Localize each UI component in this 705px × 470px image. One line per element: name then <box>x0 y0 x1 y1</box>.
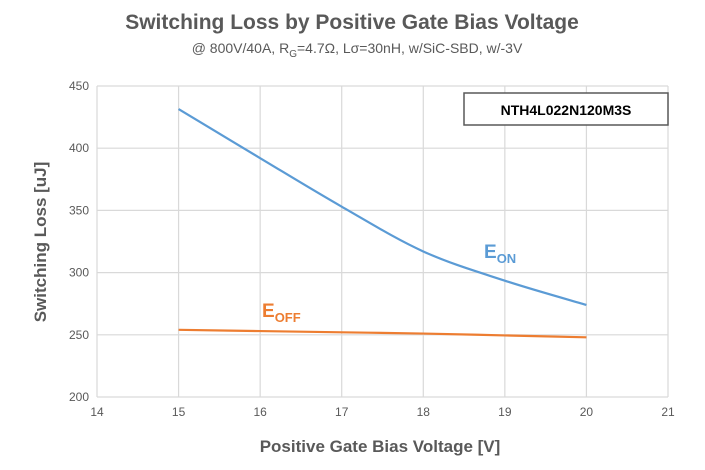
eoff-label: EOFF <box>262 301 301 325</box>
x-tick-label: 16 <box>253 405 267 419</box>
y-tick-label: 350 <box>69 203 89 217</box>
x-tick-label: 14 <box>90 405 104 419</box>
x-tick-label: 17 <box>335 405 349 419</box>
series-line-e-off <box>178 328 587 339</box>
part-number-label: NTH4L022N120M3S <box>501 102 632 118</box>
y-tick-label: 400 <box>69 141 89 155</box>
x-axis-label: Positive Gate Bias Voltage [V] <box>260 437 501 456</box>
x-tick-label: 15 <box>172 405 186 419</box>
y-tick-label: 200 <box>69 390 89 404</box>
x-tick-label: 21 <box>661 405 675 419</box>
x-tick-label: 20 <box>580 405 594 419</box>
eon-label: EON <box>484 242 516 266</box>
y-tick-label: 450 <box>69 79 89 93</box>
series-lines <box>178 108 587 339</box>
y-axis-label: Switching Loss [uJ] <box>31 162 50 323</box>
x-tick-label: 18 <box>417 405 431 419</box>
y-tick-label: 250 <box>69 328 89 342</box>
chart-title: Switching Loss by Positive Gate Bias Vol… <box>125 11 579 34</box>
series-line-e-on <box>178 108 587 306</box>
tick-labels: 14 15 16 17 18 19 20 21 200 250 300 350 400 450 <box>69 79 675 419</box>
y-tick-label: 300 <box>69 266 89 280</box>
annotation-box: NTH4L022N120M3S <box>463 92 669 126</box>
x-tick-label: 19 <box>498 405 512 419</box>
chart-subtitle: @ 800V/40A, RG=4.7Ω, Lσ=30nH, w/SiC-SBD,… <box>192 40 523 60</box>
grid <box>96 85 669 398</box>
